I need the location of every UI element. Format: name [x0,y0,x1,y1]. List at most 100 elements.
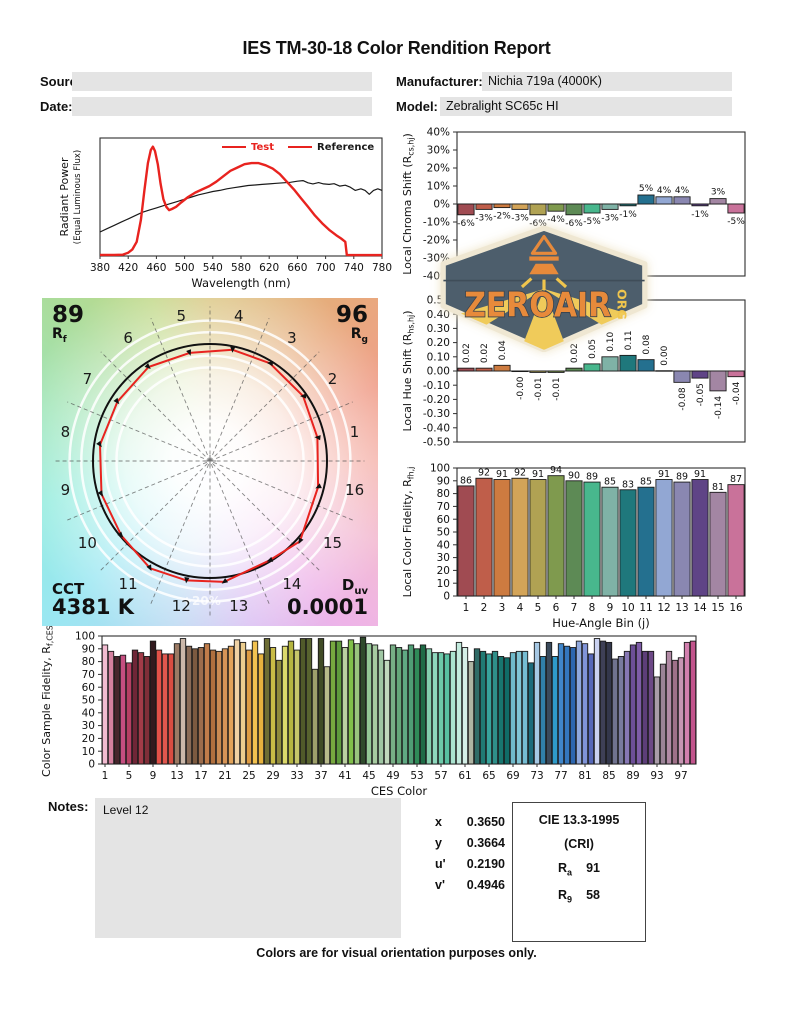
hue-bin-number: 2 [327,370,338,389]
notes-label: Notes: [48,799,89,814]
svg-text:91: 91 [694,469,706,480]
chromaticity-label: y [435,836,442,850]
svg-text:29: 29 [266,770,279,782]
svg-text:4: 4 [517,602,524,614]
hue-bin-number: 3 [287,329,297,348]
svg-text:81: 81 [578,770,591,782]
svg-text:2: 2 [481,602,488,614]
svg-text:-10%: -10% [423,217,450,229]
svg-text:60: 60 [82,682,95,694]
svg-text:460: 460 [146,262,166,274]
svg-text:57: 57 [434,770,447,782]
svg-text:-0.20: -0.20 [423,394,450,406]
svg-text:9: 9 [607,602,614,614]
svg-text:73: 73 [530,770,543,782]
svg-text:-3%: -3% [511,213,529,223]
svg-text:-0.08: -0.08 [678,387,688,411]
svg-text:100: 100 [430,463,450,475]
svg-text:41: 41 [338,770,351,782]
svg-text:85: 85 [604,477,616,488]
svg-text:81: 81 [712,482,724,493]
svg-text:Local Color Fidelity, Rfh,j: Local Color Fidelity, Rfh,j [401,467,416,598]
svg-text:37: 37 [314,770,327,782]
svg-text:17: 17 [194,770,207,782]
svg-text:-0.04: -0.04 [732,381,742,405]
svg-text:92: 92 [478,468,490,479]
chromaticity-value: 0.3650 [466,815,505,829]
svg-text:90: 90 [568,470,580,481]
chromaticity-label: v' [435,878,445,892]
svg-text:77: 77 [554,770,567,782]
svg-text:Radiant Power: Radiant Power [58,157,71,236]
svg-text:-0.01: -0.01 [534,377,544,400]
svg-text:-20%: -20% [423,235,450,247]
svg-text:-0.01: -0.01 [552,377,562,400]
duv-readout: Duv 0.0001 [286,576,368,619]
manufacturer-field: Nichia 719a (4000K) [482,72,732,91]
svg-text:-2%: -2% [493,212,511,222]
svg-text:90: 90 [82,643,95,655]
cri-title: CIE 13.3-1995 [538,813,620,827]
svg-text:7: 7 [571,602,578,614]
svg-text:5: 5 [535,602,542,614]
hue-bin-number: 12 [171,596,191,615]
hue-bin-number: 5 [176,307,187,326]
zeroair-watermark: ZEROAIR ORG [440,226,648,352]
svg-text:21: 21 [218,770,231,782]
hue-bin-number: 9 [60,480,71,499]
lantern-icon [520,234,568,291]
svg-text:89: 89 [676,472,688,483]
svg-text:-4%: -4% [547,215,565,225]
model-field: Zebralight SC65c HI [440,97,732,116]
svg-text:0.00: 0.00 [427,366,450,378]
svg-text:33: 33 [290,770,303,782]
svg-text:-6%: -6% [457,219,475,229]
svg-text:-0.40: -0.40 [423,422,450,434]
svg-text:700: 700 [316,262,336,274]
date-label: Date: [40,99,73,114]
svg-text:0.20: 0.20 [427,337,450,349]
svg-text:5: 5 [126,770,133,782]
svg-text:9: 9 [150,770,157,782]
svg-text:-0.05: -0.05 [696,383,706,406]
svg-text:-1%: -1% [691,210,709,220]
chromaticity-block: x 0.3650 y 0.3664 u' 0.2190 v' 0.4946 [435,815,505,892]
svg-text:0.02: 0.02 [462,343,472,363]
svg-text:15: 15 [711,602,724,614]
svg-text:30: 30 [82,720,95,732]
svg-text:0.40: 0.40 [427,309,450,321]
cri-r9-row: R9 58 [558,887,600,905]
chromaticity-value: 0.2190 [466,857,505,871]
svg-text:14: 14 [693,602,707,614]
svg-text:70: 70 [437,501,450,513]
color-vector-graphic: 89 Rf 96 Rg CCT 4381 K Duv 0.0001 +20% 1… [42,298,378,626]
chromaticity-value: 0.3664 [466,836,505,850]
svg-text:89: 89 [626,770,639,782]
svg-text:61: 61 [458,770,471,782]
svg-text:-6%: -6% [529,219,547,229]
watermark-wordmark: ZEROAIR [464,285,611,324]
local-chroma-shift-chart: -40%-30%-20%-10%0%10%20%30%40%-6%-3% -2% -… [401,127,746,283]
svg-text:780: 780 [372,262,392,274]
hue-bin-number: 13 [229,596,249,615]
chromaticity-label: u' [435,857,446,871]
svg-text:5%: 5% [639,184,654,194]
date-field [72,97,372,116]
hue-bin-number: 16 [345,480,365,499]
notes-field: Level 12 [95,798,401,938]
cri-ra-row: Ra 91 [558,861,600,878]
svg-text:6: 6 [553,602,560,614]
svg-text:0.00: 0.00 [660,345,670,365]
svg-text:-3%: -3% [475,213,493,223]
svg-text:3%: 3% [711,188,726,198]
svg-text:0.10: 0.10 [606,331,616,351]
cvg-overlay [55,306,365,616]
hue-bin-number: 4 [233,307,244,326]
svg-text:0.04: 0.04 [498,340,508,360]
svg-text:40%: 40% [427,127,450,139]
svg-text:420: 420 [118,262,138,274]
svg-text:86: 86 [460,475,472,486]
svg-text:91: 91 [658,469,670,480]
